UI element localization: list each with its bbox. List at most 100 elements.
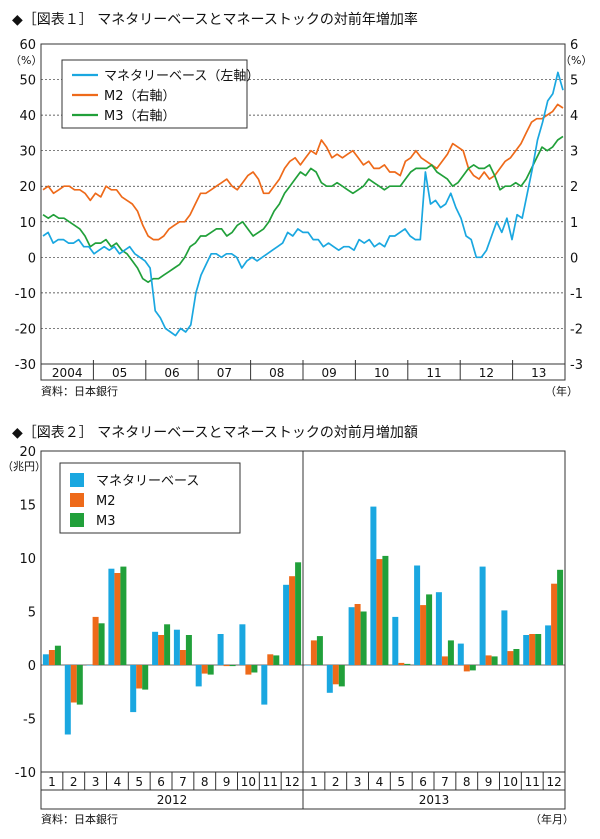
- chart2-bar: [457, 643, 464, 665]
- chart1-year-label: 11: [426, 366, 441, 380]
- chart2-bar: [54, 645, 61, 665]
- chart1-series-line: [42, 71, 564, 337]
- chart2-bar: [245, 665, 252, 675]
- chart2-month-label: 6: [157, 775, 165, 789]
- chart2-bar: [223, 665, 230, 667]
- chart2-bar: [217, 634, 224, 665]
- chart1-series-lines: [42, 71, 564, 337]
- chart2-bar: [229, 665, 236, 667]
- chart2-month-label: 5: [397, 775, 405, 789]
- legend-label-monetary-base: マネタリーベース（左軸）: [104, 69, 259, 84]
- chart2-bar: [447, 640, 454, 665]
- chart2-bar: [414, 565, 421, 665]
- chart2-title: ◆［図表２］ マネタリーベースとマネーストックの対前月増加額: [12, 424, 418, 441]
- chart2-bar: [360, 611, 367, 665]
- chart2-bar: [108, 568, 115, 665]
- chart2-source: 資料：日本銀行: [41, 812, 118, 826]
- chart2-bar: [354, 604, 361, 665]
- chart2-gridlines: [41, 664, 565, 790]
- chart2-bar: [463, 665, 470, 672]
- chart2-month-label: 6: [419, 775, 427, 789]
- chart2-bar: [295, 562, 302, 665]
- chart1-left-unit: （%）: [10, 54, 42, 67]
- chart1-right-tick-label: 1: [570, 216, 578, 231]
- chart2-bar: [426, 594, 433, 665]
- chart1-year-label: 06: [164, 366, 179, 380]
- chart1-left-tick-label: 60: [19, 38, 36, 53]
- chart2-month-label: 7: [179, 775, 187, 789]
- chart2-bar: [195, 665, 202, 687]
- chart1-left-tick-label: -30: [15, 358, 36, 373]
- chart2-bar: [152, 631, 159, 665]
- chart2-month-label: 4: [376, 775, 384, 789]
- legend-label-m2: M2（右軸）: [104, 89, 176, 104]
- chart2-bar: [316, 636, 323, 665]
- legend2-label-m3: M3: [96, 514, 116, 529]
- chart1-x-unit: （年）: [545, 384, 578, 398]
- chart1-right-tick-label: 2: [570, 180, 578, 195]
- chart1-left-tick-label: 10: [19, 216, 36, 231]
- chart2-bar: [551, 583, 558, 665]
- chart2-month-label: 12: [284, 775, 299, 789]
- chart1-year-label: 07: [217, 366, 232, 380]
- chart2-bar: [164, 624, 171, 665]
- chart2-bar: [267, 654, 274, 665]
- chart2-month-label: 12: [546, 775, 561, 789]
- chart1-right-tick-label: 6: [570, 38, 578, 53]
- chart2-bar: [207, 665, 214, 675]
- chart1-year-label: 2004: [52, 366, 83, 380]
- chart2-bar: [130, 665, 137, 713]
- chart1-series-line: [42, 103, 564, 241]
- chart2-month-label: 8: [201, 775, 209, 789]
- chart2-year-label: 2012: [157, 793, 188, 807]
- chart1-year-label: 12: [479, 366, 494, 380]
- chart2-x-unit: （年月）: [530, 812, 574, 826]
- chart1-left-tick-label: 20: [19, 180, 36, 195]
- chart2-bar: [76, 665, 83, 705]
- chart2-month-label: 10: [503, 775, 518, 789]
- chart1-right-tick-label: 5: [570, 74, 578, 89]
- chart2-bar: [136, 665, 143, 689]
- legend2-swatch-monetary-base: [70, 473, 84, 487]
- chart2-bar: [338, 665, 345, 687]
- chart1-year-label: 13: [531, 366, 546, 380]
- chart2-y-tick-label: -10: [15, 766, 36, 781]
- chart2-bar: [404, 663, 411, 665]
- chart1-year-label: 08: [269, 366, 284, 380]
- chart1-right-tick-label: 3: [570, 145, 578, 160]
- chart1-series-line: [42, 135, 564, 284]
- chart2-month-label: 3: [354, 775, 362, 789]
- chart2-bar: [529, 634, 536, 665]
- chart2-bar: [523, 635, 530, 665]
- chart1-year-label: 10: [374, 366, 389, 380]
- chart2-bar: [251, 665, 258, 673]
- chart2-bar: [239, 624, 246, 665]
- chart2-year-label: 2013: [419, 793, 450, 807]
- chart1-right-tick-label: -3: [570, 358, 583, 373]
- chart1-left-tick-label: 30: [19, 145, 36, 160]
- legend-label-m3: M3（右軸）: [104, 109, 176, 124]
- chart2-bar: [261, 665, 268, 705]
- chart2-bar: [326, 665, 333, 693]
- chart2-y-unit: （兆円）: [2, 460, 46, 473]
- chart2-bars: [42, 506, 564, 735]
- chart2-bar: [201, 665, 208, 674]
- chart2-bar: [120, 566, 127, 665]
- chart1-left-tick-label: 50: [19, 74, 36, 89]
- chart2-bar: [42, 654, 49, 665]
- chart2-bar: [114, 573, 121, 665]
- chart2-bar: [382, 555, 389, 665]
- chart2-bar: [173, 629, 180, 665]
- chart2-bar: [479, 566, 486, 665]
- chart1-legend: マネタリーベース（左軸） M2（右軸） M3（右軸）: [61, 59, 259, 129]
- chart2-bar: [398, 662, 405, 665]
- chart2-y-tick-label: 10: [19, 552, 36, 567]
- chart1-year-label: 09: [322, 366, 337, 380]
- chart1-right-tick-label: -2: [570, 322, 583, 337]
- chart2-bar: [70, 665, 77, 703]
- chart2-bar: [491, 656, 498, 665]
- chart2-bar: [283, 584, 290, 666]
- chart1-year-label: 05: [112, 366, 127, 380]
- chart2-month-label: 5: [135, 775, 143, 789]
